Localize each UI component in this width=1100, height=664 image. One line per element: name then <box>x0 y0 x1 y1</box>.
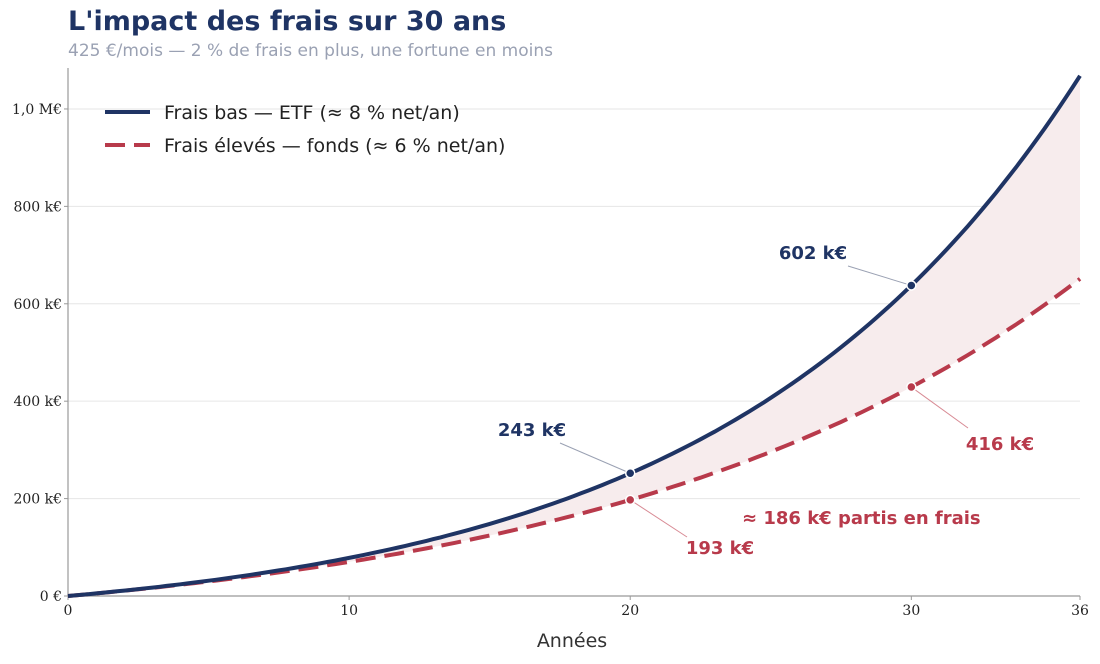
x-tick-label: 30 <box>902 603 920 619</box>
x-tick-label: 10 <box>340 603 358 619</box>
y-tick-label: 600 k€ <box>13 297 62 313</box>
y-tick-label: 800 k€ <box>13 199 62 215</box>
annotation-leader <box>559 442 631 474</box>
data-point-marker <box>906 381 917 393</box>
x-tick-label: 0 <box>64 603 73 619</box>
axes: 0 € 200 k€ 400 k€ 600 k€ 800 k€ 1,0 M€ 0 10 20 30… <box>12 68 1089 619</box>
legend-item-label: Frais élevés — fonds (≈ 6 % net/an) <box>164 135 505 157</box>
chart-title: L'impact des frais sur 30 ans <box>68 6 507 37</box>
annotation-label: 243 k€ <box>498 420 566 441</box>
x-tick-label: 20 <box>621 603 639 619</box>
legend-item-label: Frais bas — ETF (≈ 8 % net/an) <box>164 102 460 124</box>
annotation-label: 416 k€ <box>966 434 1034 455</box>
annotation-label: 602 k€ <box>779 243 847 264</box>
legend: Frais bas — ETF (≈ 8 % net/an) Frais élev… <box>105 102 505 157</box>
annotation-leader <box>911 386 969 429</box>
y-tick-label: 0 € <box>40 589 62 605</box>
data-point-marker <box>906 280 917 291</box>
data-point-marker <box>624 468 636 479</box>
y-tick-label: 200 k€ <box>13 492 62 508</box>
chart-subtitle: 425 €/mois — 2 % de frais en plus, une f… <box>68 41 553 61</box>
x-axis-label: Années <box>537 630 607 652</box>
y-tick-label: 1,0 M€ <box>12 102 62 118</box>
annotations: 243 k€ 602 k€ 193 k€ 416 k€ ≈ 186 k€ partis … <box>498 243 1034 559</box>
annotation-leader <box>629 499 688 538</box>
fees-gap-area <box>68 75 1080 597</box>
annotation-label: 193 k€ <box>686 538 754 559</box>
data-point-marker <box>624 494 636 506</box>
y-tick-label: 400 k€ <box>13 394 62 410</box>
annotation-label: ≈ 186 k€ partis en frais <box>742 508 981 529</box>
x-tick-label: 36 <box>1071 603 1089 619</box>
annotation-leader <box>847 265 912 286</box>
